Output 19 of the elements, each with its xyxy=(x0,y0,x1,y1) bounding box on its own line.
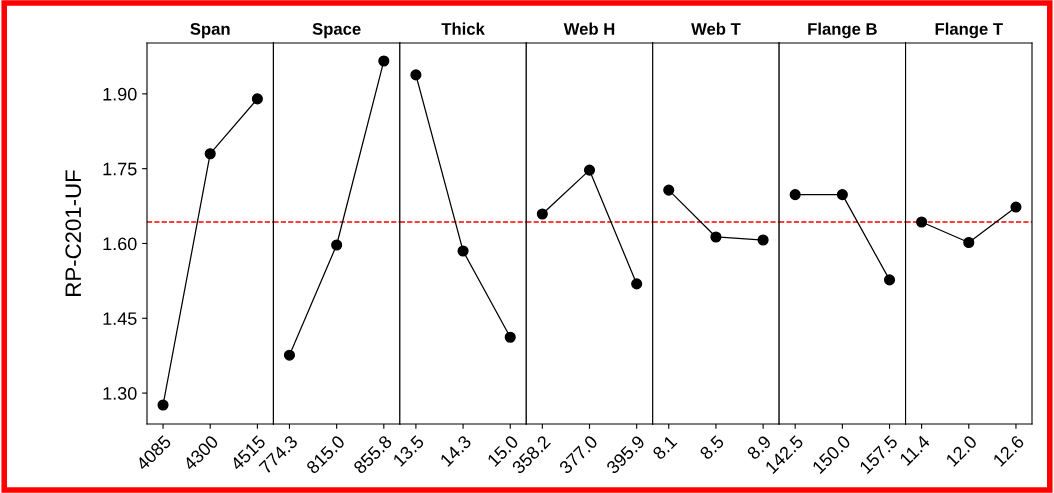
chart-title: Space xyxy=(312,23,361,39)
chart-title: Flange B xyxy=(808,22,877,39)
x-tick-label: 11.4 xyxy=(899,434,931,466)
chart-title: Web T xyxy=(691,22,741,35)
y-tick-label: 1.60 xyxy=(103,237,137,251)
chart-title: Span xyxy=(190,23,230,39)
y-tick-label: 1.90 xyxy=(103,87,137,101)
point xyxy=(204,148,216,160)
x-tick-label: 8.5 xyxy=(699,434,725,461)
y-tick-label: 1.30 xyxy=(103,387,137,400)
y-tick-label: 1.75 xyxy=(103,162,137,176)
chart-title: Flange T xyxy=(935,22,1003,39)
y-axis-title: RP-C201-UF xyxy=(65,170,82,296)
point xyxy=(251,93,263,105)
chart-title: Web H xyxy=(563,22,615,35)
chart-title: Thick xyxy=(441,22,485,35)
y-tick-label: 1.45 xyxy=(103,312,137,325)
point xyxy=(157,399,169,411)
x-tick-label: 8.1 xyxy=(651,434,678,461)
